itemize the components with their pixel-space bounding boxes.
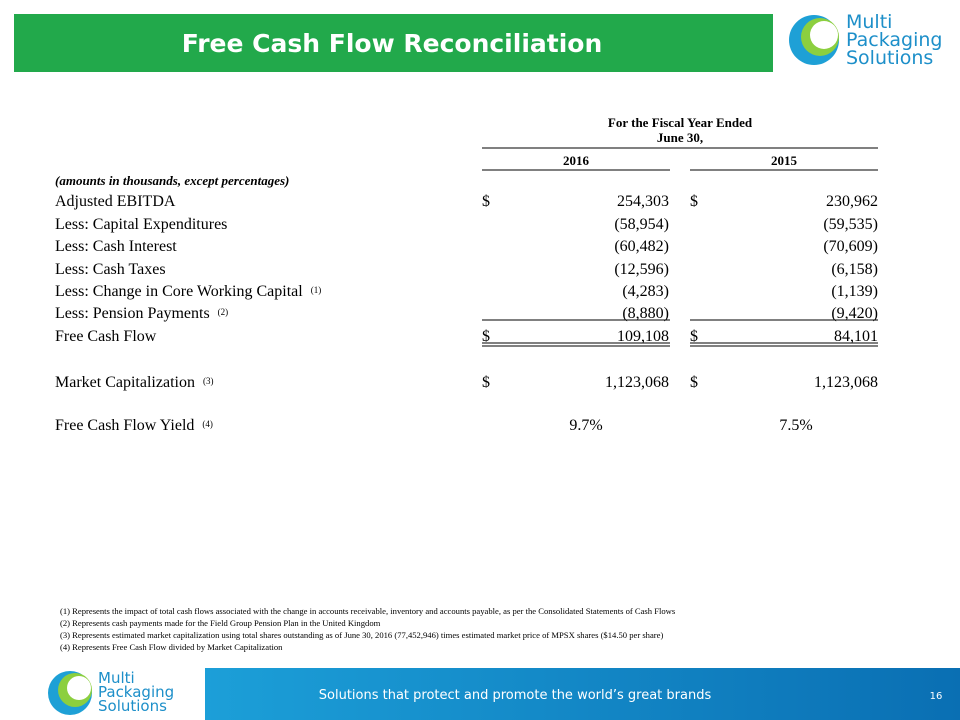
row-label: Less: Change in Core Working Capital — [55, 283, 303, 300]
row-label: Less: Capital Expenditures — [55, 216, 227, 233]
row-label: Free Cash Flow — [55, 328, 157, 345]
cell-value: 230,962 — [826, 193, 878, 210]
row-note: (4) — [202, 419, 213, 429]
row-label: Less: Cash Taxes — [55, 261, 166, 278]
footnote: (1) Represents the impact of total cash … — [60, 606, 676, 616]
cell-value: 84,101 — [834, 328, 878, 345]
row-note: (2) — [218, 307, 229, 317]
logo-text: Solutions — [846, 47, 933, 69]
row-label: Free Cash Flow Yield — [55, 417, 194, 434]
row-label: Less: Pension Payments — [55, 305, 210, 322]
page-number: 16 — [930, 691, 943, 702]
title: Free Cash Flow Reconciliation — [182, 29, 603, 58]
currency: $ — [690, 374, 698, 391]
currency: $ — [690, 328, 698, 345]
cell-value: (4,283) — [622, 283, 669, 300]
rules — [482, 319, 878, 347]
column-header: 2015 — [771, 153, 798, 168]
footer-bar — [205, 668, 960, 720]
footer-logo: Multi Packaging Solutions — [48, 669, 174, 715]
period-heading-line: June 30, — [657, 130, 703, 145]
cell-value: (9,420) — [831, 305, 878, 322]
cell-value: (12,596) — [614, 261, 669, 278]
cell-value: 109,108 — [617, 328, 669, 345]
period-heading: For the Fiscal Year Ended June 30, 2016 … — [55, 115, 878, 188]
currency: $ — [482, 374, 490, 391]
logo-text: Packaging — [846, 29, 942, 51]
cell-value: 1,123,068 — [605, 374, 669, 391]
logo-text: Multi — [98, 669, 135, 687]
footnote: (3) Represents estimated market capitali… — [60, 630, 663, 640]
footnote: (2) Represents cash payments made for th… — [60, 618, 381, 628]
logo-swirl — [810, 21, 838, 49]
cell-value: (60,482) — [614, 238, 669, 255]
logo-text: Multi — [846, 11, 892, 33]
footnote: (4) Represents Free Cash Flow divided by… — [60, 642, 283, 652]
units-note: (amounts in thousands, except percentage… — [55, 173, 289, 188]
tagline: Solutions that protect and promote the w… — [319, 688, 712, 703]
cell-value: 9.7% — [569, 417, 602, 434]
row-note: (1) — [311, 285, 322, 295]
cell-value: (58,954) — [614, 216, 669, 233]
row-label: Market Capitalization — [55, 374, 195, 391]
currency: $ — [482, 193, 490, 210]
currency: $ — [690, 193, 698, 210]
footnotes: (1) Represents the impact of total cash … — [60, 606, 676, 652]
cell-value: 1,123,068 — [814, 374, 878, 391]
row-note: (3) — [203, 376, 214, 386]
header-logo: Multi Packaging Solutions — [789, 11, 942, 69]
cell-value: (8,880) — [622, 305, 669, 322]
logo-text: Packaging — [98, 683, 174, 701]
currency: $ — [482, 328, 490, 345]
cell-value: (1,139) — [831, 283, 878, 300]
column-header: 2016 — [563, 153, 590, 168]
cell-value: (70,609) — [823, 238, 878, 255]
table-body: Adjusted EBITDA $254,303 $230,962 Less: Cap… — [55, 193, 878, 434]
period-heading-line: For the Fiscal Year Ended — [608, 115, 753, 130]
cell-value: (6,158) — [831, 261, 878, 278]
logo-text: Solutions — [98, 697, 167, 715]
cell-value: 7.5% — [779, 417, 812, 434]
logo-swirl — [67, 676, 91, 700]
row-label: Less: Cash Interest — [55, 238, 177, 255]
cell-value: (59,535) — [823, 216, 878, 233]
cell-value: 254,303 — [617, 193, 669, 210]
title-bar — [14, 14, 773, 72]
row-label: Adjusted EBITDA — [55, 193, 176, 210]
